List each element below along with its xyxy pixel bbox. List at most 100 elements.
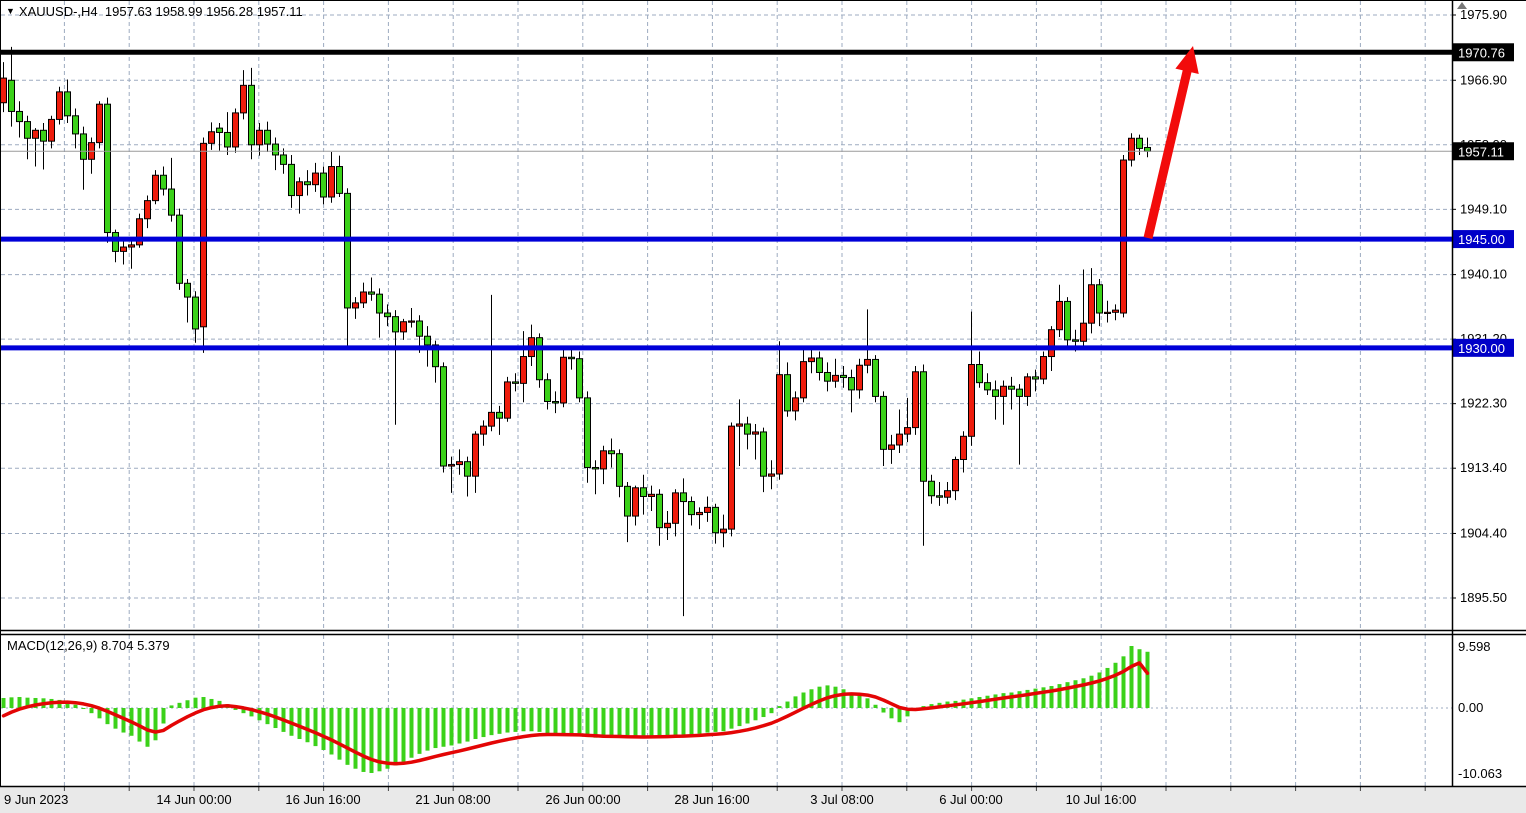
macd-histogram-bar bbox=[481, 708, 486, 738]
candle-body bbox=[392, 316, 399, 333]
time-axis-label[interactable]: 26 Jun 00:00 bbox=[545, 792, 620, 807]
candle-body bbox=[72, 115, 79, 135]
macd-histogram-bar bbox=[745, 708, 750, 724]
price-axis-label[interactable]: 1949.10 bbox=[1460, 201, 1507, 216]
candle-body bbox=[320, 172, 327, 198]
macd-histogram-bar bbox=[801, 692, 806, 708]
price-axis-label[interactable]: 1975.90 bbox=[1460, 7, 1507, 22]
candle-body bbox=[536, 337, 543, 381]
candle-body bbox=[168, 188, 175, 216]
candle-body bbox=[480, 425, 487, 435]
candle-body bbox=[792, 397, 799, 412]
macd-histogram-bar bbox=[89, 708, 94, 714]
macd-histogram-bar bbox=[297, 708, 302, 740]
price-axis-label[interactable]: 1940.10 bbox=[1460, 267, 1507, 282]
trend-arrow-shaft[interactable] bbox=[1143, 64, 1193, 240]
macd-histogram-bar bbox=[553, 708, 558, 735]
time-axis-label[interactable]: 10 Jul 16:00 bbox=[1066, 792, 1137, 807]
candle-body bbox=[752, 431, 759, 435]
price-axis-label[interactable]: 1904.40 bbox=[1460, 525, 1507, 540]
candle-body bbox=[704, 506, 711, 513]
macd-histogram-bar bbox=[65, 701, 70, 708]
candle-body bbox=[1032, 376, 1039, 380]
candle-body bbox=[832, 374, 839, 382]
macd-histogram-bar bbox=[905, 708, 910, 717]
candle-body bbox=[512, 381, 519, 384]
candle-body bbox=[1096, 284, 1103, 314]
macd-histogram-bar bbox=[1025, 689, 1030, 708]
candle-body bbox=[696, 511, 703, 516]
candle-body bbox=[888, 444, 895, 450]
price-axis-label[interactable]: 1922.30 bbox=[1460, 396, 1507, 411]
price-axis-label[interactable]: 1913.40 bbox=[1460, 460, 1507, 475]
macd-axis-zero[interactable]: 0.00 bbox=[1458, 700, 1483, 715]
macd-axis-min[interactable]: -10.063 bbox=[1458, 766, 1502, 781]
macd-histogram-bar bbox=[849, 692, 854, 708]
candle-body bbox=[0, 77, 7, 104]
candle-body bbox=[744, 423, 751, 435]
macd-histogram-bar bbox=[1073, 680, 1078, 708]
time-axis-label[interactable]: 6 Jul 00:00 bbox=[939, 792, 1003, 807]
candle-body bbox=[8, 79, 15, 112]
macd-histogram-bar bbox=[489, 708, 494, 736]
scroll-to-end-icon[interactable] bbox=[1457, 2, 1467, 9]
candle-body bbox=[408, 320, 415, 323]
macd-histogram-bar bbox=[425, 708, 430, 751]
price-axis-label[interactable]: 1966.90 bbox=[1460, 72, 1507, 87]
macd-histogram-bar bbox=[1081, 678, 1086, 708]
time-axis-label[interactable]: 16 Jun 16:00 bbox=[285, 792, 360, 807]
macd-histogram-bar bbox=[1129, 646, 1134, 708]
candle-body bbox=[336, 166, 343, 194]
candle-body bbox=[24, 121, 31, 139]
macd-axis-max[interactable]: 9.598 bbox=[1458, 639, 1491, 654]
macd-histogram-bar bbox=[769, 708, 774, 714]
macd-histogram-bar bbox=[377, 708, 382, 772]
time-axis-label[interactable]: 9 Jun 2023 bbox=[4, 792, 68, 807]
macd-histogram-bar bbox=[921, 706, 926, 708]
macd-histogram-bar bbox=[1001, 693, 1006, 708]
macd-histogram-bar bbox=[785, 701, 790, 708]
candle-body bbox=[584, 397, 591, 468]
price-axis-label[interactable]: 1895.50 bbox=[1460, 590, 1507, 605]
candle-body bbox=[616, 453, 623, 487]
time-axis-bar[interactable] bbox=[0, 787, 1526, 813]
macd-histogram-bar bbox=[809, 689, 814, 708]
macd-histogram-bar bbox=[889, 708, 894, 719]
trend-arrow-head[interactable] bbox=[1175, 46, 1199, 75]
candle-body bbox=[440, 366, 447, 467]
candle-body bbox=[856, 364, 863, 391]
time-axis-label[interactable]: 28 Jun 16:00 bbox=[674, 792, 749, 807]
macd-histogram-bar bbox=[33, 697, 38, 708]
macd-signal-line bbox=[1, 661, 1150, 766]
candle-body bbox=[48, 118, 55, 142]
current-price-badge bbox=[1452, 142, 1514, 161]
time-axis-label[interactable]: 14 Jun 00:00 bbox=[156, 792, 231, 807]
time-axis-label[interactable]: 3 Jul 08:00 bbox=[810, 792, 874, 807]
macd-histogram-bar bbox=[441, 708, 446, 747]
candle-body bbox=[1040, 356, 1047, 380]
macd-histogram-bar bbox=[689, 708, 694, 735]
candle-body bbox=[288, 163, 295, 197]
macd-histogram-bar bbox=[393, 708, 398, 766]
candle-body bbox=[80, 133, 87, 160]
macd-histogram-bar bbox=[1121, 656, 1126, 708]
macd-histogram-bar bbox=[649, 708, 654, 737]
candle-body bbox=[576, 358, 583, 399]
macd-histogram-bar bbox=[361, 708, 366, 772]
candle-body bbox=[968, 364, 975, 437]
candle-body bbox=[208, 131, 215, 144]
candle-body bbox=[296, 181, 303, 197]
time-axis-label[interactable]: 21 Jun 08:00 bbox=[415, 792, 490, 807]
candle-body bbox=[40, 129, 47, 142]
candle-body bbox=[376, 293, 383, 314]
macd-histogram-bar bbox=[25, 697, 30, 708]
macd-histogram-bar bbox=[401, 708, 406, 762]
candle-body bbox=[624, 485, 631, 517]
candle-body bbox=[448, 464, 455, 467]
macd-histogram-bar bbox=[585, 708, 590, 738]
macd-histogram-bar bbox=[633, 708, 638, 738]
candle-body bbox=[312, 172, 319, 186]
candle-body bbox=[432, 344, 439, 368]
macd-histogram-bar bbox=[857, 695, 862, 708]
